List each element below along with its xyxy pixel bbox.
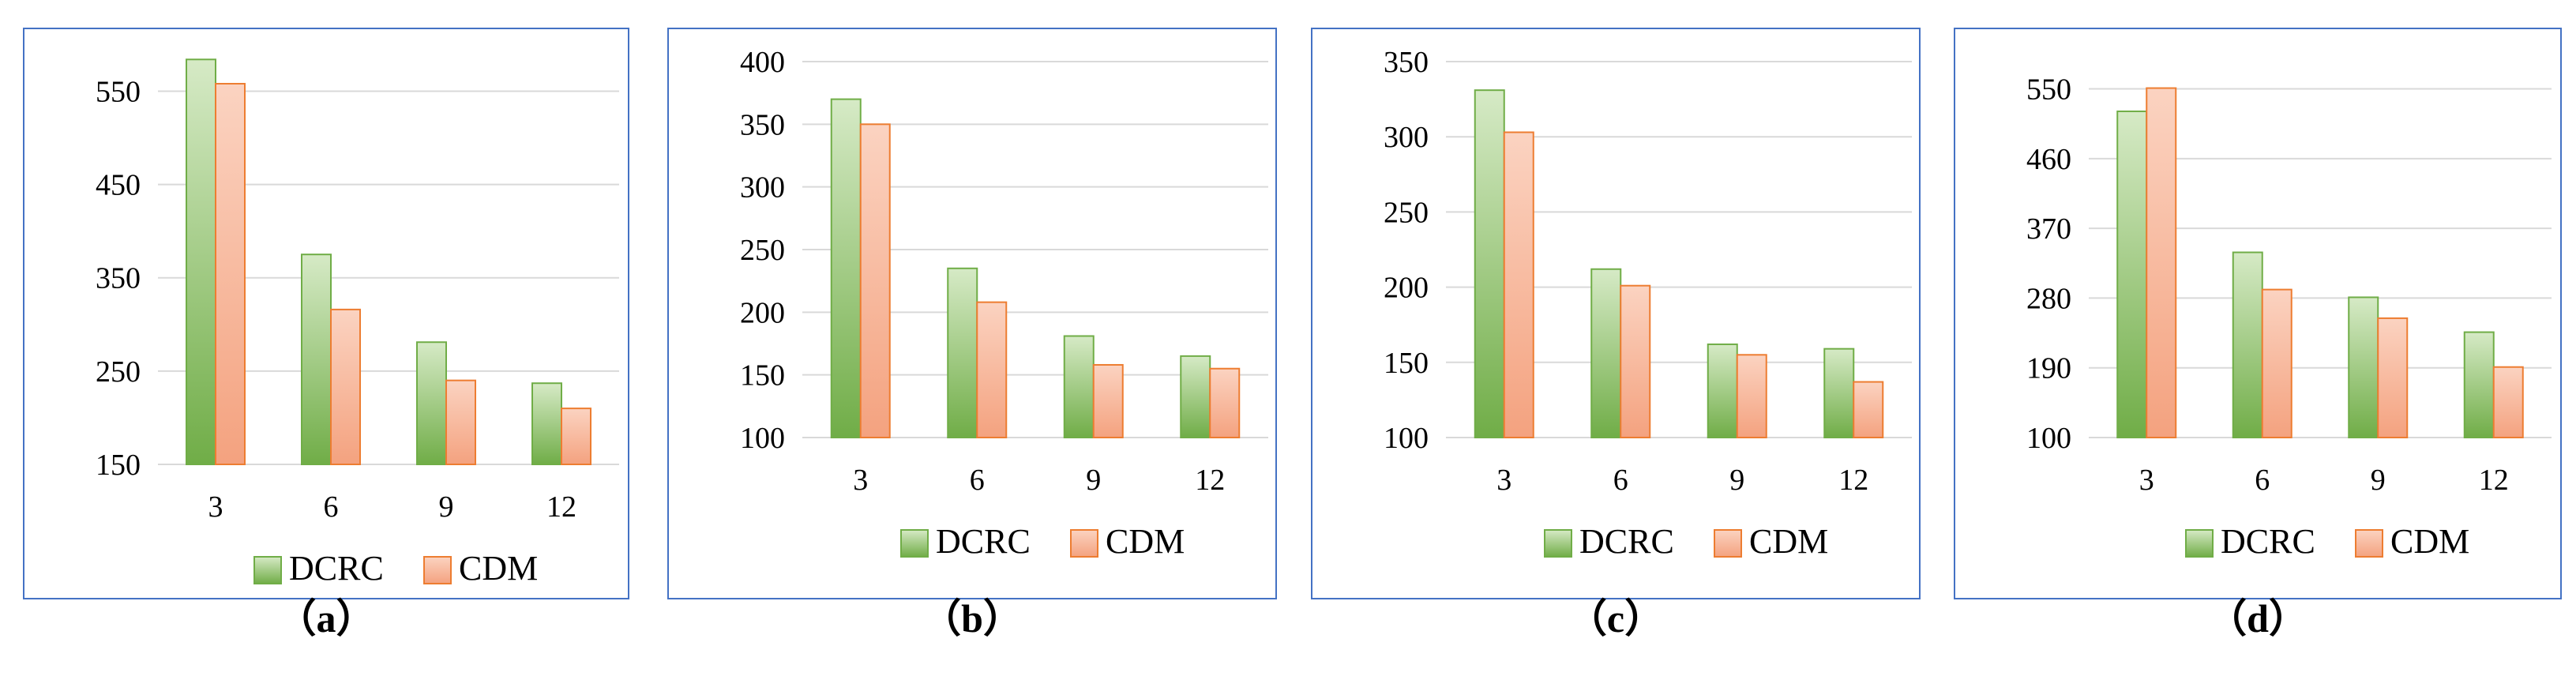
x-tick-label: 3 bbox=[853, 464, 868, 497]
bar-dcrc-6 bbox=[2232, 251, 2263, 438]
y-tick-label: 400 bbox=[740, 46, 785, 79]
bar-dcrc-9 bbox=[1063, 335, 1095, 439]
legend-label-cdm: CDM bbox=[1106, 522, 1185, 561]
bar-cdm-3 bbox=[215, 82, 246, 466]
bar-dcrc-6 bbox=[947, 267, 978, 438]
legend-swatch-dcrc bbox=[900, 529, 929, 558]
bar-cdm-12 bbox=[1853, 381, 1884, 438]
x-tick-label: 6 bbox=[324, 490, 339, 524]
y-tick-label: 550 bbox=[96, 75, 141, 108]
x-tick-label: 6 bbox=[1613, 464, 1628, 497]
legend-swatch-dcrc bbox=[1544, 529, 1572, 558]
y-tick-label: 350 bbox=[96, 262, 141, 295]
y-tick-label: 150 bbox=[740, 359, 785, 393]
panel-caption: （d） bbox=[2207, 596, 2308, 641]
y-tick-label: 280 bbox=[2026, 282, 2071, 315]
bar-cdm-6 bbox=[2261, 288, 2292, 439]
x-tick-label: 12 bbox=[1838, 464, 1868, 497]
legend-swatch-cdm bbox=[423, 556, 452, 584]
y-tick-label: 250 bbox=[1384, 196, 1429, 229]
y-tick-label: 370 bbox=[2026, 212, 2071, 246]
x-tick-label: 6 bbox=[2255, 464, 2270, 497]
panel-caption: （a） bbox=[277, 596, 376, 641]
legend-label-cdm: CDM bbox=[1749, 522, 1828, 561]
bar-dcrc-12 bbox=[531, 382, 562, 465]
bar-cdm-9 bbox=[445, 379, 476, 465]
x-tick-label: 9 bbox=[2371, 464, 2386, 497]
x-tick-label: 3 bbox=[1496, 464, 1511, 497]
legend-label-cdm: CDM bbox=[2390, 522, 2469, 561]
bar-cdm-3 bbox=[859, 123, 891, 438]
bar-cdm-6 bbox=[976, 301, 1008, 439]
panel-caption: （b） bbox=[922, 596, 1023, 641]
chart-panel-2: 100 150 200 250 300 350 400 3 6 9 12 DCRC CDM （b） bbox=[667, 28, 1277, 641]
y-tick-label: 100 bbox=[1384, 422, 1429, 455]
x-tick-label: 9 bbox=[1086, 464, 1101, 497]
legend-label-dcrc: DCRC bbox=[289, 549, 384, 588]
bar-cdm-12 bbox=[2492, 366, 2524, 438]
y-tick-label: 250 bbox=[96, 355, 141, 389]
bar-dcrc-3 bbox=[2116, 110, 2148, 439]
y-tick-label: 150 bbox=[96, 449, 141, 482]
chart-panel-4: 100 190 280 370 460 550 3 6 9 12 DCRC CDM （d） bbox=[1954, 28, 2562, 641]
bar-dcrc-12 bbox=[1823, 348, 1855, 438]
bar-dcrc-3 bbox=[830, 98, 862, 438]
y-tick-label: 350 bbox=[1384, 46, 1429, 79]
legend-swatch-cdm bbox=[2355, 529, 2383, 558]
x-tick-label: 9 bbox=[1729, 464, 1744, 497]
bar-cdm-9 bbox=[1736, 354, 1767, 438]
y-tick-label: 200 bbox=[740, 296, 785, 329]
y-tick-label: 550 bbox=[2026, 73, 2071, 107]
bar-cdm-12 bbox=[1209, 367, 1241, 439]
x-tick-label: 3 bbox=[2139, 464, 2154, 497]
legend-label-cdm: CDM bbox=[459, 549, 538, 588]
y-tick-label: 150 bbox=[1384, 347, 1429, 380]
legend-swatch-cdm bbox=[1714, 529, 1742, 558]
bar-dcrc-6 bbox=[301, 254, 332, 465]
legend-swatch-dcrc bbox=[2185, 529, 2214, 558]
bar-cdm-6 bbox=[1620, 284, 1651, 439]
x-tick-label: 12 bbox=[1195, 464, 1225, 497]
x-tick-label: 12 bbox=[546, 490, 576, 524]
bar-dcrc-12 bbox=[2463, 331, 2495, 438]
bar-dcrc-3 bbox=[186, 58, 216, 466]
y-tick-label: 350 bbox=[740, 108, 785, 141]
bar-dcrc-9 bbox=[2348, 296, 2379, 438]
legend-label-dcrc: DCRC bbox=[2221, 522, 2315, 561]
bar-dcrc-6 bbox=[1590, 268, 1622, 439]
y-tick-label: 100 bbox=[740, 422, 785, 455]
y-tick-label: 300 bbox=[1384, 121, 1429, 154]
chart-panel-1: 150 250 350 450 550 3 6 9 12 DCRC CDM （a） bbox=[23, 28, 629, 641]
bar-cdm-6 bbox=[330, 308, 361, 465]
bar-dcrc-3 bbox=[1474, 89, 1505, 439]
chart-frame bbox=[1311, 28, 1921, 599]
y-tick-label: 250 bbox=[740, 234, 785, 267]
y-tick-label: 190 bbox=[2026, 352, 2071, 385]
y-tick-label: 200 bbox=[1384, 272, 1429, 305]
bar-cdm-9 bbox=[1092, 363, 1124, 438]
legend-label-dcrc: DCRC bbox=[1579, 522, 1674, 561]
y-tick-label: 300 bbox=[740, 171, 785, 205]
chart-panel-3: 100 150 200 250 300 350 3 6 9 12 DCRC CDM （c） bbox=[1311, 28, 1921, 641]
x-tick-label: 9 bbox=[439, 490, 454, 524]
y-tick-label: 460 bbox=[2026, 143, 2071, 176]
y-tick-label: 100 bbox=[2026, 422, 2071, 455]
bar-cdm-12 bbox=[561, 408, 591, 465]
bar-dcrc-12 bbox=[1180, 355, 1211, 438]
x-tick-label: 6 bbox=[970, 464, 985, 497]
x-tick-label: 12 bbox=[2479, 464, 2509, 497]
panel-caption: （c） bbox=[1568, 596, 1664, 641]
bar-cdm-3 bbox=[1503, 131, 1534, 438]
bar-cdm-9 bbox=[2377, 317, 2409, 439]
legend-label-dcrc: DCRC bbox=[936, 522, 1031, 561]
bar-cdm-3 bbox=[2146, 87, 2177, 439]
bar-dcrc-9 bbox=[1707, 343, 1738, 438]
legend-swatch-cdm bbox=[1070, 529, 1098, 558]
bar-dcrc-9 bbox=[416, 341, 447, 465]
legend-swatch-dcrc bbox=[253, 556, 282, 584]
y-tick-label: 450 bbox=[96, 169, 141, 202]
x-tick-label: 3 bbox=[208, 490, 223, 524]
